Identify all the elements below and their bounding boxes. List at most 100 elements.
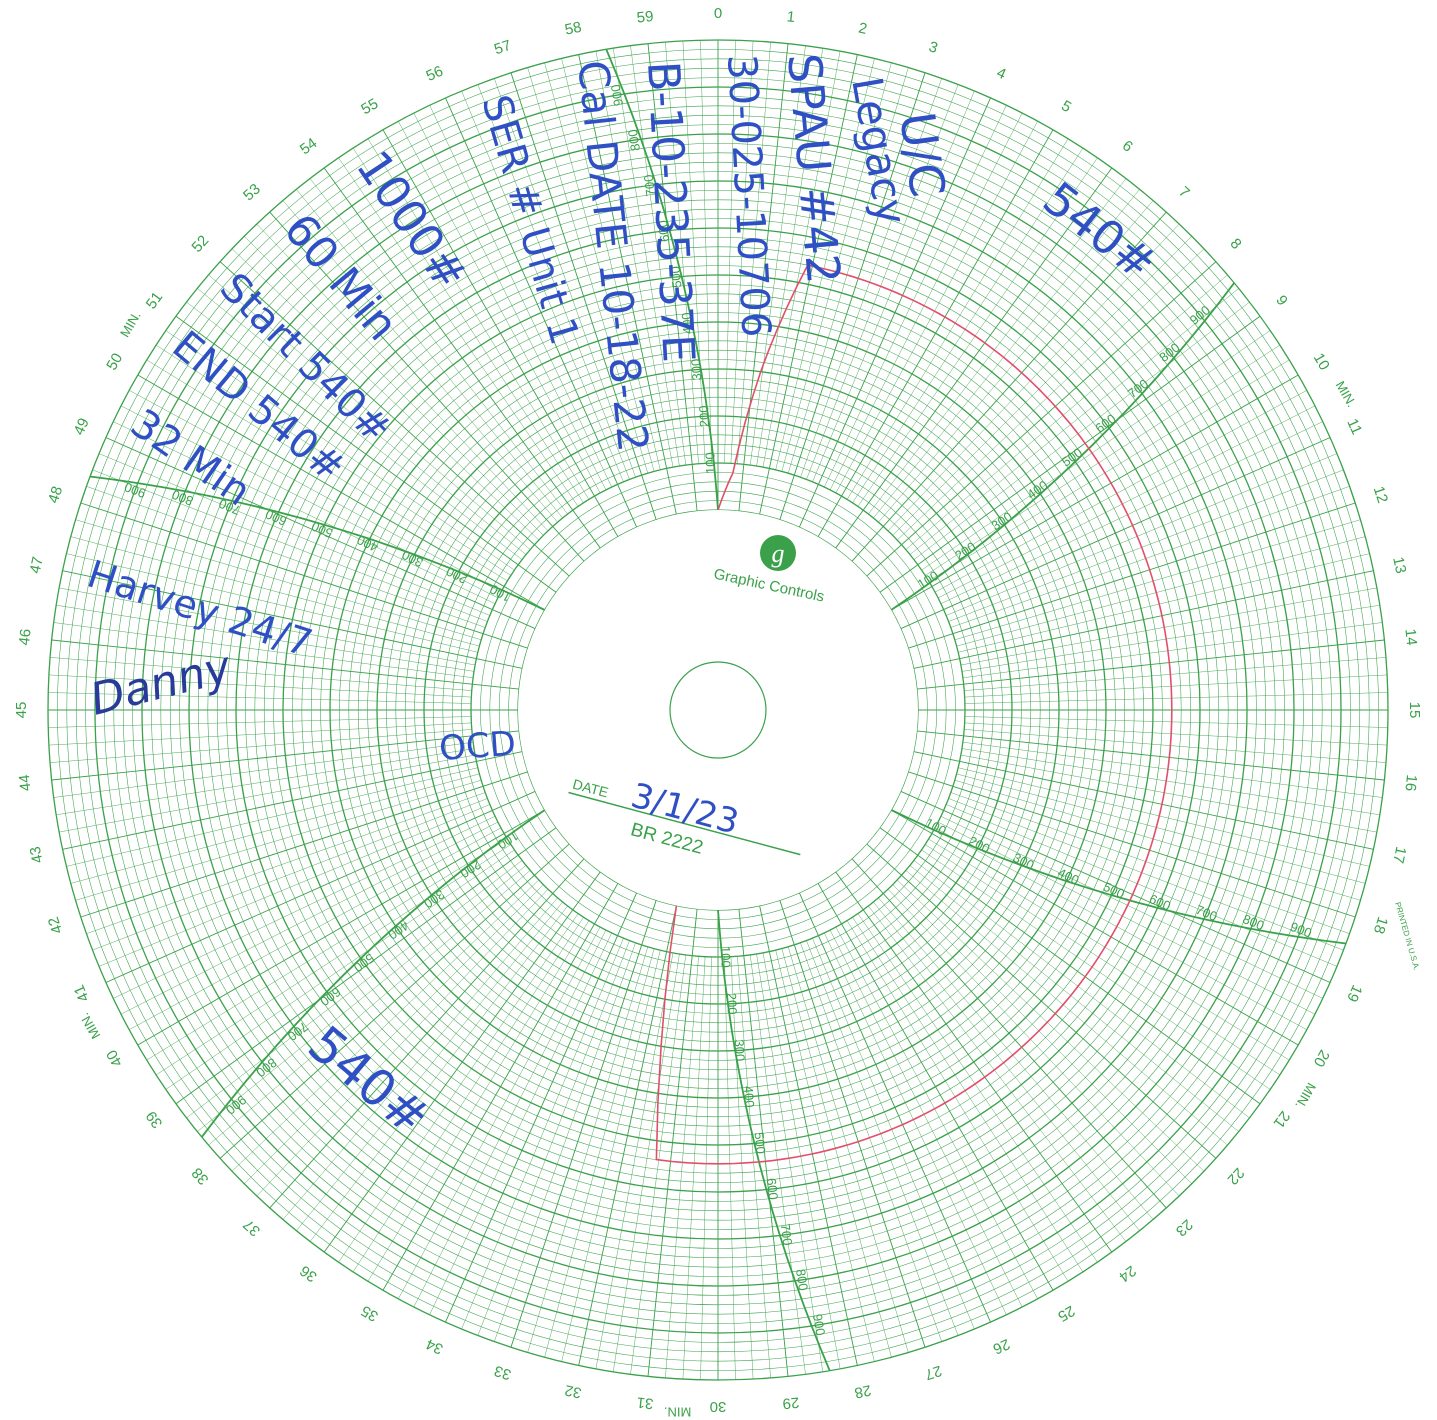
quarter-minute-line bbox=[873, 901, 1140, 1231]
quarter-minute-line bbox=[824, 932, 1007, 1315]
pressure-label: 200 bbox=[724, 992, 740, 1014]
quarter-minute-line bbox=[256, 889, 549, 1197]
min-label: MIN. bbox=[664, 1404, 691, 1419]
pressure-trace bbox=[655, 264, 1173, 1165]
minute-label: 56 bbox=[424, 63, 446, 85]
quarter-minute-line bbox=[429, 105, 612, 488]
minute-line bbox=[916, 639, 1385, 690]
quarter-minute-line bbox=[146, 359, 508, 582]
minute-line bbox=[890, 374, 1299, 611]
quarter-minute-line bbox=[762, 51, 841, 468]
minute-label: 55 bbox=[358, 95, 381, 118]
quarter-minute-line bbox=[155, 344, 511, 576]
quarter-minute-line bbox=[812, 90, 975, 482]
minute-label: 59 bbox=[636, 8, 654, 27]
pressure-label: 800 bbox=[1241, 911, 1267, 933]
minute-label: 17 bbox=[1389, 845, 1409, 865]
quarter-minute-line bbox=[934, 390, 1307, 593]
quarter-minute-line bbox=[352, 917, 584, 1273]
quarter-minute-line bbox=[92, 469, 488, 622]
quarter-minute-line bbox=[829, 112, 1023, 491]
minute-label: 21 bbox=[1270, 1108, 1294, 1131]
quarter-minute-line bbox=[857, 913, 1098, 1263]
minute-label: 10 bbox=[1310, 350, 1333, 373]
quarter-minute-line bbox=[208, 870, 531, 1146]
minute-label: 16 bbox=[1401, 774, 1420, 792]
pressure-label: 900 bbox=[810, 1313, 828, 1337]
minute-line bbox=[51, 639, 520, 690]
minute-line bbox=[445, 97, 638, 528]
pressure-label: 600 bbox=[764, 1177, 781, 1200]
quarter-minute-line bbox=[940, 816, 1323, 999]
quarter-minute-line bbox=[48, 674, 472, 698]
minute-line bbox=[835, 871, 1113, 1253]
minute-line bbox=[851, 211, 1167, 562]
quarter-minute-line bbox=[113, 421, 496, 604]
minute-line bbox=[908, 771, 1356, 918]
minute-line bbox=[647, 43, 698, 512]
minute-line bbox=[445, 892, 638, 1323]
quarter-minute-line bbox=[964, 674, 1388, 698]
quarter-minute-line bbox=[612, 953, 680, 1372]
minute-line bbox=[738, 43, 789, 512]
minute-label: 19 bbox=[1343, 982, 1365, 1004]
minute-label: 20 bbox=[1310, 1047, 1333, 1070]
quarter-minute-line bbox=[129, 827, 502, 1030]
pressure-label: 800 bbox=[170, 487, 196, 509]
quarter-minute-line bbox=[75, 779, 482, 901]
quarter-minute-line bbox=[781, 62, 892, 472]
quarter-minute-line bbox=[48, 722, 472, 746]
quarter-minute-line bbox=[892, 236, 1192, 536]
pressure-label: 200 bbox=[696, 405, 712, 427]
quarter-minute-line bbox=[296, 901, 563, 1231]
minute-line bbox=[798, 97, 991, 528]
pressure-label: 500 bbox=[1059, 445, 1085, 470]
quarter-minute-line bbox=[878, 897, 1154, 1220]
quarter-minute-line bbox=[561, 58, 661, 470]
pressure-label: 900 bbox=[122, 479, 148, 501]
minute-line bbox=[817, 129, 1054, 538]
quarter-minute-line bbox=[398, 926, 601, 1299]
minute-line bbox=[879, 827, 1261, 1105]
quarter-minute-line bbox=[948, 798, 1344, 951]
minute-line bbox=[269, 211, 585, 562]
minute-label: 47 bbox=[27, 555, 47, 575]
printed-note: PRINTED IN U.S.A. bbox=[1393, 901, 1421, 971]
minute-label: 46 bbox=[16, 628, 35, 646]
time-arc bbox=[89, 475, 546, 611]
note-line-4: 30-025-10706 bbox=[718, 53, 779, 338]
note-line-7: SER # Unit 1 bbox=[472, 90, 587, 350]
quarter-minute-line bbox=[231, 879, 539, 1172]
pressure-label: 100 bbox=[915, 568, 941, 592]
minute-label: 43 bbox=[27, 845, 47, 865]
quarter-minute-line bbox=[256, 223, 549, 531]
minute-line bbox=[817, 882, 1054, 1291]
minute-label: 32 bbox=[563, 1381, 583, 1401]
minute-line bbox=[382, 129, 619, 538]
quarter-minute-line bbox=[956, 773, 1366, 884]
minute-line bbox=[835, 167, 1113, 549]
quarter-minute-line bbox=[367, 920, 590, 1282]
minute-line bbox=[175, 315, 557, 593]
minute-label: 9 bbox=[1272, 292, 1291, 309]
quarter-minute-line bbox=[494, 78, 636, 478]
time-arc bbox=[890, 809, 1347, 945]
pressure-label: 300 bbox=[732, 1039, 748, 1062]
minute-label: 30 bbox=[710, 1398, 727, 1415]
quarter-minute-line bbox=[544, 62, 655, 472]
quarter-minute-line bbox=[775, 58, 875, 470]
minute-label: 53 bbox=[240, 181, 264, 205]
quarter-minute-line bbox=[964, 692, 1388, 704]
quarter-minute-line bbox=[934, 827, 1307, 1030]
quarter-minute-line bbox=[756, 953, 824, 1372]
quarter-minute-line bbox=[892, 884, 1192, 1184]
minute-line bbox=[798, 892, 991, 1323]
pressure-label: 300 bbox=[989, 509, 1015, 533]
time-arc bbox=[717, 909, 831, 1371]
quarter-minute-line bbox=[806, 84, 959, 480]
quarter-minute-line bbox=[682, 956, 706, 1380]
quarter-minute-line bbox=[964, 716, 1388, 728]
min-label: MIN. bbox=[1292, 1080, 1319, 1111]
quarter-minute-line bbox=[909, 288, 1239, 555]
minute-label: 31 bbox=[636, 1393, 654, 1412]
